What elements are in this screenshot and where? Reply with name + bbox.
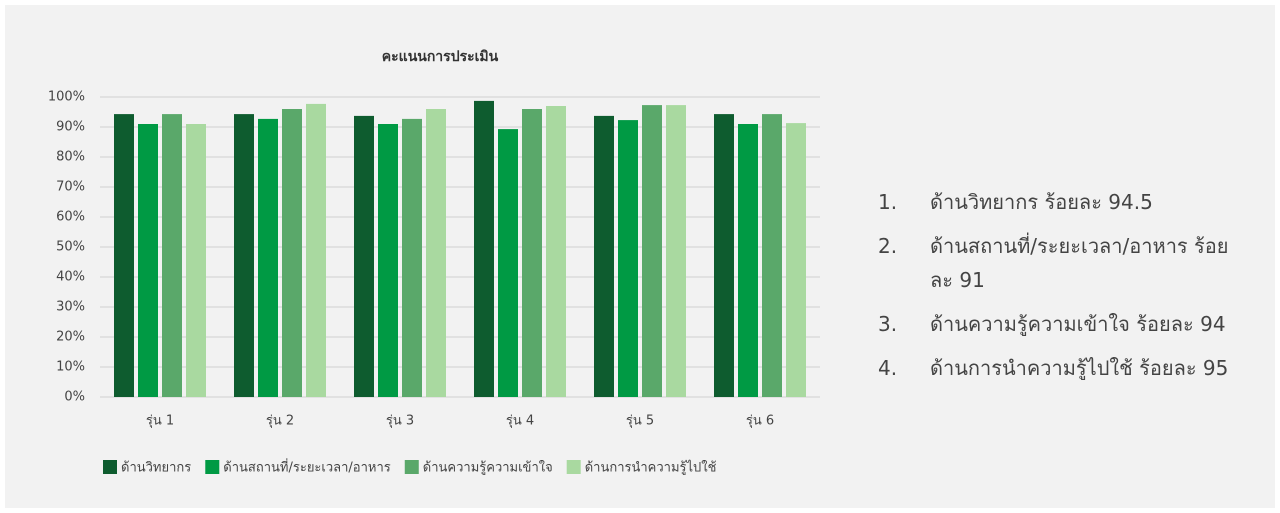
bar: [306, 103, 326, 398]
bar: [426, 109, 446, 397]
bar: [786, 123, 806, 397]
legend-label: ด้านการนำความรู้ไปใช้: [585, 460, 717, 476]
y-tick-label: 20%: [56, 330, 85, 345]
bar: [186, 124, 206, 397]
legend-swatch: [404, 460, 419, 474]
x-tick-label: รุ่น 3: [386, 414, 414, 429]
y-tick-label: 70%: [56, 180, 85, 195]
list-item: 1. ด้านวิทยากร ร้อยละ 94.5: [878, 185, 1268, 219]
x-tick-label: รุ่น 4: [506, 414, 534, 429]
list-number: 2.: [878, 234, 898, 258]
bar: [714, 114, 734, 397]
y-tick-label: 0%: [64, 390, 85, 405]
list-number: 4.: [878, 356, 898, 380]
bar: [354, 115, 374, 398]
y-tick-label: 30%: [56, 300, 85, 315]
x-tick-label: รุ่น 1: [146, 414, 174, 429]
y-tick-label: 80%: [56, 150, 85, 165]
bar: [402, 118, 422, 398]
legend-label: ด้านความรู้ความเข้าใจ: [423, 460, 553, 476]
legend-label: ด้านสถานที่/ระยะเวลา/อาหาร: [223, 459, 391, 476]
list-item: 4. ด้านการนำความรู้ไปใช้ ร้อยละ 95: [878, 351, 1268, 385]
panel: คะแนนการประเมิน 0% 10% 20% 30% 40% 50% 60% 70% 8…: [5, 5, 1275, 508]
list-text: ด้านสถานที่/ระยะเวลา/อาหาร ร้อยละ 91: [930, 234, 1229, 292]
summary-list: 1. ด้านวิทยากร ร้อยละ 94.5 2. ด้านสถานที่/ร…: [878, 185, 1268, 395]
bar: [642, 105, 662, 397]
list-number: 3.: [878, 312, 898, 336]
list-number: 1.: [878, 190, 898, 214]
legend-swatch: [566, 460, 581, 474]
chart-title: คะแนนการประเมิน: [382, 49, 499, 65]
list-item: 2. ด้านสถานที่/ระยะเวลา/อาหาร ร้อยละ 91: [878, 229, 1268, 297]
legend-swatch: [103, 460, 117, 474]
bar: [738, 124, 758, 397]
list-text: ด้านการนำความรู้ไปใช้ ร้อยละ 95: [930, 356, 1229, 380]
chart: คะแนนการประเมิน 0% 10% 20% 30% 40% 50% 60% 70% 8…: [48, 49, 820, 476]
y-tick-label: 50%: [56, 240, 85, 255]
bar: [162, 114, 182, 397]
y-tick-label: 90%: [56, 120, 85, 135]
bar: [474, 100, 494, 398]
y-tick-label: 60%: [56, 210, 85, 225]
bar: [114, 114, 134, 397]
bar: [378, 124, 398, 397]
x-tick-label: รุ่น 6: [746, 414, 774, 429]
list-item: 3. ด้านความรู้ความเข้าใจ ร้อยละ 94: [878, 307, 1268, 341]
bar: [258, 118, 278, 398]
x-tick-label: รุ่น 5: [626, 414, 654, 429]
list-text: ด้านวิทยากร ร้อยละ 94.5: [930, 190, 1153, 214]
list-text: ด้านความรู้ความเข้าใจ ร้อยละ 94: [930, 312, 1226, 336]
bar: [498, 129, 518, 397]
bar: [138, 124, 158, 397]
bar: [546, 106, 566, 397]
x-tick-label: รุ่น 2: [266, 414, 294, 429]
y-tick-label: 100%: [48, 90, 85, 105]
bar: [618, 120, 638, 397]
bar: [522, 109, 542, 397]
bar: [594, 115, 614, 398]
bar: [666, 105, 686, 397]
legend-swatch: [205, 460, 220, 474]
legend-label: ด้านวิทยากร: [121, 461, 191, 476]
y-tick-label: 10%: [56, 360, 85, 375]
bar: [234, 114, 254, 397]
y-tick-label: 40%: [56, 270, 85, 285]
bar: [762, 114, 782, 397]
bar: [282, 109, 302, 397]
